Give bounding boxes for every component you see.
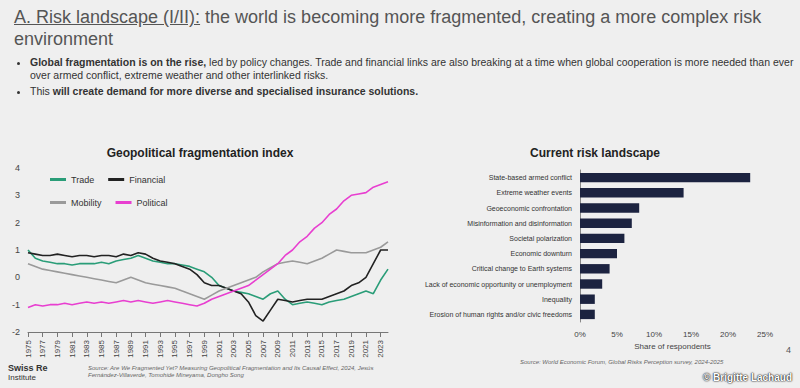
svg-text:2013: 2013: [303, 339, 312, 357]
html-text:Institute: Institute: [8, 373, 36, 382]
svg-text:2023: 2023: [376, 339, 385, 357]
html-text:Source: World Economic Forum,: Source: World Economic Forum, Global Ris…: [520, 359, 724, 365]
svg-text:1999: 1999: [200, 339, 209, 357]
svg-text:1989: 1989: [126, 339, 135, 357]
svg-text:1987: 1987: [112, 339, 121, 357]
svg-text:1991: 1991: [141, 339, 150, 357]
svg-text:-1: -1: [12, 300, 20, 310]
svg-text:1995: 1995: [170, 339, 179, 357]
svg-text:Inequality: Inequality: [542, 296, 572, 304]
html-text:A. Risk landscape (I/II): the: A. Risk landscape (I/II): the world is b…: [14, 7, 762, 49]
svg-text:Extreme weather events: Extreme weather events: [497, 189, 573, 196]
svg-text:1997: 1997: [185, 339, 194, 357]
svg-text:Geoeconomic confrontation: Geoeconomic confrontation: [486, 205, 572, 212]
svg-text:2003: 2003: [229, 339, 238, 357]
svg-text:4: 4: [15, 163, 20, 173]
svg-text:Share of respondents: Share of respondents: [634, 342, 711, 351]
svg-text:State-based armed conflict: State-based armed conflict: [489, 174, 572, 181]
svg-text:2: 2: [15, 218, 20, 228]
svg-text:Societal polarization: Societal polarization: [509, 235, 572, 243]
html-text:Swiss Re: Swiss Re: [8, 363, 48, 373]
svg-text:Geopolitical fragmentation ind: Geopolitical fragmentation index: [107, 146, 294, 160]
svg-text:0%: 0%: [574, 330, 586, 339]
svg-text:Economic downturn: Economic downturn: [511, 250, 573, 257]
svg-text:Misinformation and disinformat: Misinformation and disinformation: [467, 220, 572, 227]
svg-text:-2: -2: [12, 327, 20, 337]
svg-text:Political: Political: [137, 198, 168, 208]
svg-text:1981: 1981: [68, 339, 77, 357]
svg-text:1983: 1983: [82, 339, 91, 357]
html-text:This will create demand for mo: This will create demand for more diverse…: [30, 85, 419, 97]
svg-text:2021: 2021: [361, 339, 370, 357]
svg-text:Mobility: Mobility: [71, 198, 102, 208]
svg-text:2011: 2011: [288, 339, 297, 357]
svg-text:2017: 2017: [332, 339, 341, 357]
svg-text:Lack of economic opportunity o: Lack of economic opportunity or unemploy…: [425, 281, 572, 289]
svg-text:2005: 2005: [244, 339, 253, 357]
svg-text:2015: 2015: [317, 339, 326, 357]
svg-text:1993: 1993: [156, 339, 165, 357]
svg-text:3: 3: [15, 190, 20, 200]
svg-text:10%: 10%: [646, 330, 662, 339]
svg-text:Erosion of human rights and/or: Erosion of human rights and/or civic fre…: [430, 311, 573, 319]
html-text:4: 4: [786, 345, 791, 355]
svg-text:Critical change to Earth syste: Critical change to Earth systems: [472, 265, 573, 273]
svg-text:20%: 20%: [720, 330, 736, 339]
html-text:Source: Are We Fragmented Yet?: Source: Are We Fragmented Yet? Measuring…: [88, 365, 374, 378]
svg-text:1979: 1979: [53, 339, 62, 357]
svg-text:0: 0: [15, 272, 20, 282]
svg-text:2007: 2007: [259, 339, 268, 357]
svg-text:15%: 15%: [683, 330, 699, 339]
svg-text:Trade: Trade: [71, 175, 94, 185]
svg-text:1977: 1977: [38, 339, 47, 357]
svg-text:2019: 2019: [347, 339, 356, 357]
svg-text:1: 1: [15, 245, 20, 255]
svg-text:1985: 1985: [97, 339, 106, 357]
svg-text:5%: 5%: [611, 330, 623, 339]
svg-text:Current risk landscape: Current risk landscape: [530, 146, 660, 160]
svg-text:Financial: Financial: [129, 175, 165, 185]
svg-text:1975: 1975: [24, 339, 33, 357]
html-text:© Brigitte Lachaud: © Brigitte Lachaud: [703, 372, 792, 383]
svg-text:25%: 25%: [757, 330, 773, 339]
html-text:Global fragmentation is on the: Global fragmentation is on the rise, led…: [30, 56, 794, 81]
svg-text:2009: 2009: [273, 339, 282, 357]
svg-text:2001: 2001: [215, 339, 224, 357]
